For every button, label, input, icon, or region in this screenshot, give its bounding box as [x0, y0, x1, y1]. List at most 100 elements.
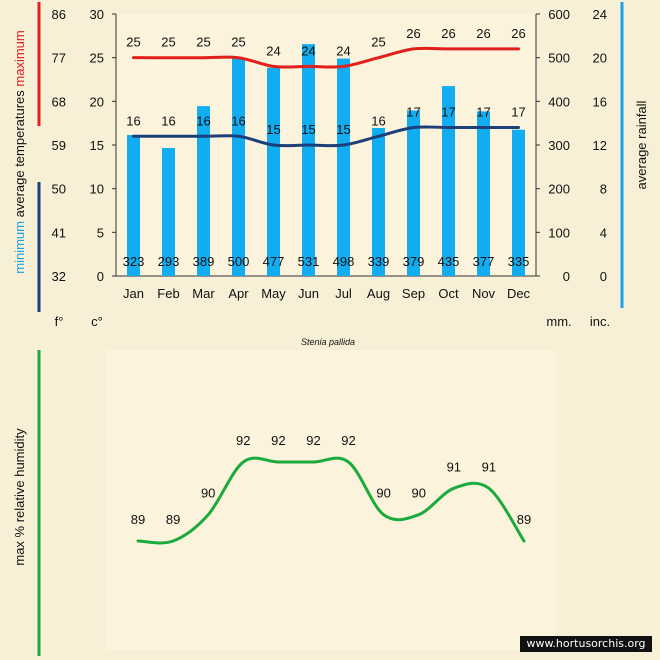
temperature-value-labels: 25 25 25 25 24 24 24 25 26 26 26 26 16 16 16 16 15 15 15 16…	[126, 26, 525, 137]
minimum-temperature-label: 15	[266, 122, 280, 137]
rainfall-bar	[232, 57, 245, 276]
rainfall-value-label: 435	[438, 254, 460, 269]
rainfall-bar	[477, 111, 490, 276]
rainfall_inches-tick-label: 12	[593, 138, 607, 153]
month-label: Nov	[472, 286, 496, 301]
fahrenheit-tick-label: 50	[52, 182, 66, 197]
minimum-temperature-label: 17	[406, 105, 420, 120]
rainfall_mm-tick-label: 300	[548, 138, 570, 153]
rainfall-bar	[407, 110, 420, 277]
site-watermark: www.hortusorchis.org	[520, 636, 652, 652]
rainfall_mm-tick-label: 400	[548, 94, 570, 109]
maximum-temperature-label: 24	[336, 43, 350, 58]
rainfall-bar	[162, 148, 175, 276]
maximum-temperature-label: 26	[476, 26, 490, 41]
axis-ticks: 3241505968778605101520253001002003004005…	[52, 7, 607, 284]
humidity-line	[136, 456, 526, 545]
maximum-temperature-line	[132, 46, 520, 69]
mm-unit-label: mm.	[546, 314, 571, 329]
month-label: Jan	[123, 286, 144, 301]
rainfall-bar	[197, 106, 210, 277]
rainfall-value-label: 335	[508, 254, 530, 269]
maximum-temperature-label: 25	[371, 35, 385, 50]
celsius-tick-label: 15	[90, 138, 104, 153]
rainfall-value-label: 339	[368, 254, 390, 269]
maximum-temperature-label: 26	[441, 26, 455, 41]
rainfall_inches-tick-label: 8	[600, 182, 607, 197]
maximum-label: maximum	[12, 30, 27, 86]
minimum-temperature-label: 16	[161, 113, 175, 128]
rainfall_inches-tick-label: 0	[600, 269, 607, 284]
maximum-temperature-label: 25	[126, 35, 140, 50]
month-label: May	[261, 286, 286, 301]
celsius-tick-label: 20	[90, 94, 104, 109]
month-label: Oct	[438, 286, 459, 301]
month-label: Dec	[507, 286, 531, 301]
fahrenheit-tick-label: 68	[52, 94, 66, 109]
average-temperatures-label: average temperatures	[12, 90, 27, 218]
maximum-temperature-label: 26	[511, 26, 525, 41]
humidity-plot-area	[106, 350, 556, 650]
rainfall-value-label: 379	[403, 254, 425, 269]
fahrenheit-tick-label: 59	[52, 138, 66, 153]
humidity-value-label: 92	[341, 433, 355, 448]
month-label: Mar	[192, 286, 215, 301]
rainfall_inches-tick-label: 16	[593, 94, 607, 109]
month-label: Jul	[335, 286, 352, 301]
humidity-value-label: 90	[376, 486, 390, 501]
rainfall-value-label: 498	[333, 254, 355, 269]
rainfall-value-label: 323	[123, 254, 145, 269]
month-label: Apr	[228, 286, 249, 301]
fahrenheit-tick-label: 32	[52, 269, 66, 284]
maximum-temperature-label: 25	[161, 35, 175, 50]
rainfall-bars	[127, 44, 525, 277]
month-label: Feb	[157, 286, 179, 301]
rainfall_mm-tick-label: 600	[548, 7, 570, 22]
inches-unit-label: inc.	[590, 314, 610, 329]
humidity-value-label: 92	[236, 433, 250, 448]
rainfall_inches-tick-label: 24	[593, 7, 607, 22]
month-label: Aug	[367, 286, 390, 301]
minimum-label: minimum	[12, 221, 27, 274]
fahrenheit-tick-label: 41	[52, 225, 66, 240]
humidity-value-label: 89	[131, 512, 145, 527]
minimum-temperature-label: 16	[231, 113, 245, 128]
celsius-tick-label: 0	[97, 269, 104, 284]
fahrenheit-unit-label: f°	[55, 314, 64, 329]
celsius-tick-label: 10	[90, 182, 104, 197]
rainfall-bar	[442, 86, 455, 276]
humidity-value-label: 92	[271, 433, 285, 448]
species-caption: Stenia pallida	[301, 337, 355, 347]
rainfall_mm-tick-label: 200	[548, 182, 570, 197]
minimum-temperature-label: 17	[441, 105, 455, 120]
rainfall_inches-tick-label: 20	[593, 51, 607, 66]
maximum-temperature-label: 24	[301, 43, 315, 58]
rainfall-bar	[512, 129, 525, 276]
minimum-temperature-line	[132, 125, 520, 148]
month-label: Sep	[402, 286, 425, 301]
humidity-value-label: 89	[517, 512, 531, 527]
fahrenheit-tick-label: 86	[52, 7, 66, 22]
rainfall_mm-tick-label: 0	[563, 269, 570, 284]
rainfall-bar	[127, 134, 140, 276]
rainfall-axis-title: average rainfall	[634, 100, 649, 189]
rainfall_mm-tick-label: 500	[548, 51, 570, 66]
minimum-temperature-label: 17	[476, 105, 490, 120]
rainfall-value-labels: 323 293 389 500 477 531 498 339 379 435 377 335	[123, 254, 530, 269]
minimum-temperature-label: 15	[301, 122, 315, 137]
minimum-temperature-label: 16	[196, 113, 210, 128]
humidity-value-label: 91	[447, 459, 461, 474]
minimum-temperature-label: 16	[126, 113, 140, 128]
rainfall-value-label: 293	[158, 254, 180, 269]
humidity-value-label: 90	[411, 486, 425, 501]
minimum-temperature-label: 15	[336, 122, 350, 137]
fahrenheit-tick-label: 77	[52, 51, 66, 66]
rainfall_inches-tick-label: 4	[600, 225, 607, 240]
rainfall-value-label: 389	[193, 254, 215, 269]
celsius-tick-label: 30	[90, 7, 104, 22]
rainfall-value-label: 477	[263, 254, 285, 269]
rainfall-bar	[337, 58, 350, 276]
rainfall-value-label: 500	[228, 254, 250, 269]
humidity-value-label: 91	[482, 459, 496, 474]
